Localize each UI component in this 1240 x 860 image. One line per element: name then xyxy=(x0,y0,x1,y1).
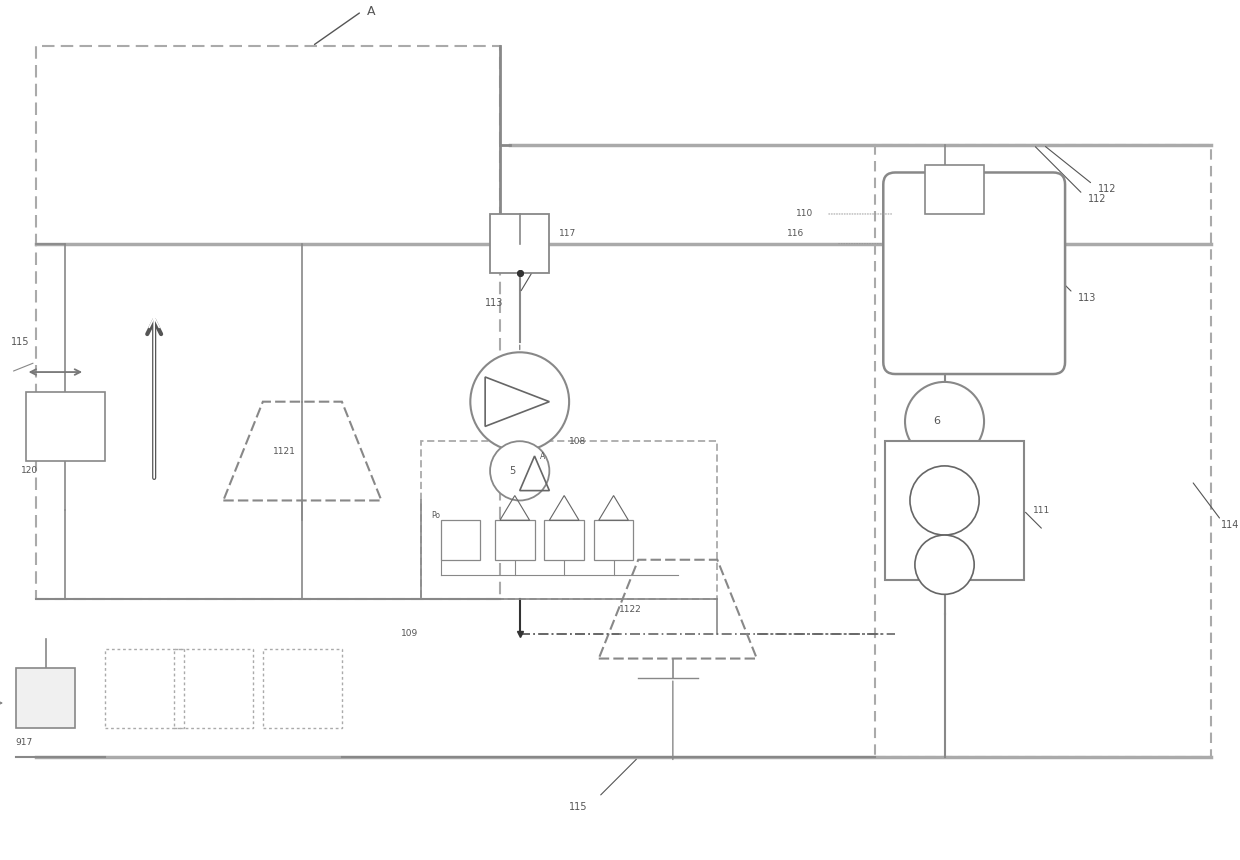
Polygon shape xyxy=(925,164,985,214)
Polygon shape xyxy=(440,520,480,560)
Text: 5: 5 xyxy=(508,466,515,476)
Polygon shape xyxy=(544,520,584,560)
Text: 113: 113 xyxy=(1078,293,1096,303)
Circle shape xyxy=(470,353,569,452)
Polygon shape xyxy=(885,441,1023,580)
Text: 111: 111 xyxy=(1033,506,1050,515)
Polygon shape xyxy=(26,392,105,461)
Circle shape xyxy=(910,466,980,535)
Circle shape xyxy=(490,441,549,501)
Text: 117: 117 xyxy=(559,230,577,238)
Polygon shape xyxy=(594,520,634,560)
Polygon shape xyxy=(495,520,534,560)
Text: Po: Po xyxy=(430,511,440,519)
FancyBboxPatch shape xyxy=(883,173,1065,374)
Text: 114: 114 xyxy=(1221,520,1240,530)
Polygon shape xyxy=(16,668,76,728)
Text: A: A xyxy=(539,452,544,460)
Polygon shape xyxy=(490,214,549,273)
Text: 1122: 1122 xyxy=(619,605,641,614)
Text: 112: 112 xyxy=(1087,194,1106,204)
Text: 108: 108 xyxy=(569,437,587,445)
Polygon shape xyxy=(915,214,975,273)
Text: 113: 113 xyxy=(485,298,503,308)
Text: 112: 112 xyxy=(1097,184,1116,194)
Text: 115: 115 xyxy=(11,337,30,347)
Text: 109: 109 xyxy=(402,630,418,638)
Text: 120: 120 xyxy=(21,466,38,476)
Text: 110: 110 xyxy=(796,210,813,218)
Text: 115: 115 xyxy=(569,802,588,812)
Text: 1121: 1121 xyxy=(273,446,295,456)
Text: 116: 116 xyxy=(786,230,804,238)
Circle shape xyxy=(915,535,975,594)
Text: 6: 6 xyxy=(934,416,940,427)
Text: A: A xyxy=(367,5,374,18)
Circle shape xyxy=(905,382,985,461)
Text: 917: 917 xyxy=(16,738,33,747)
